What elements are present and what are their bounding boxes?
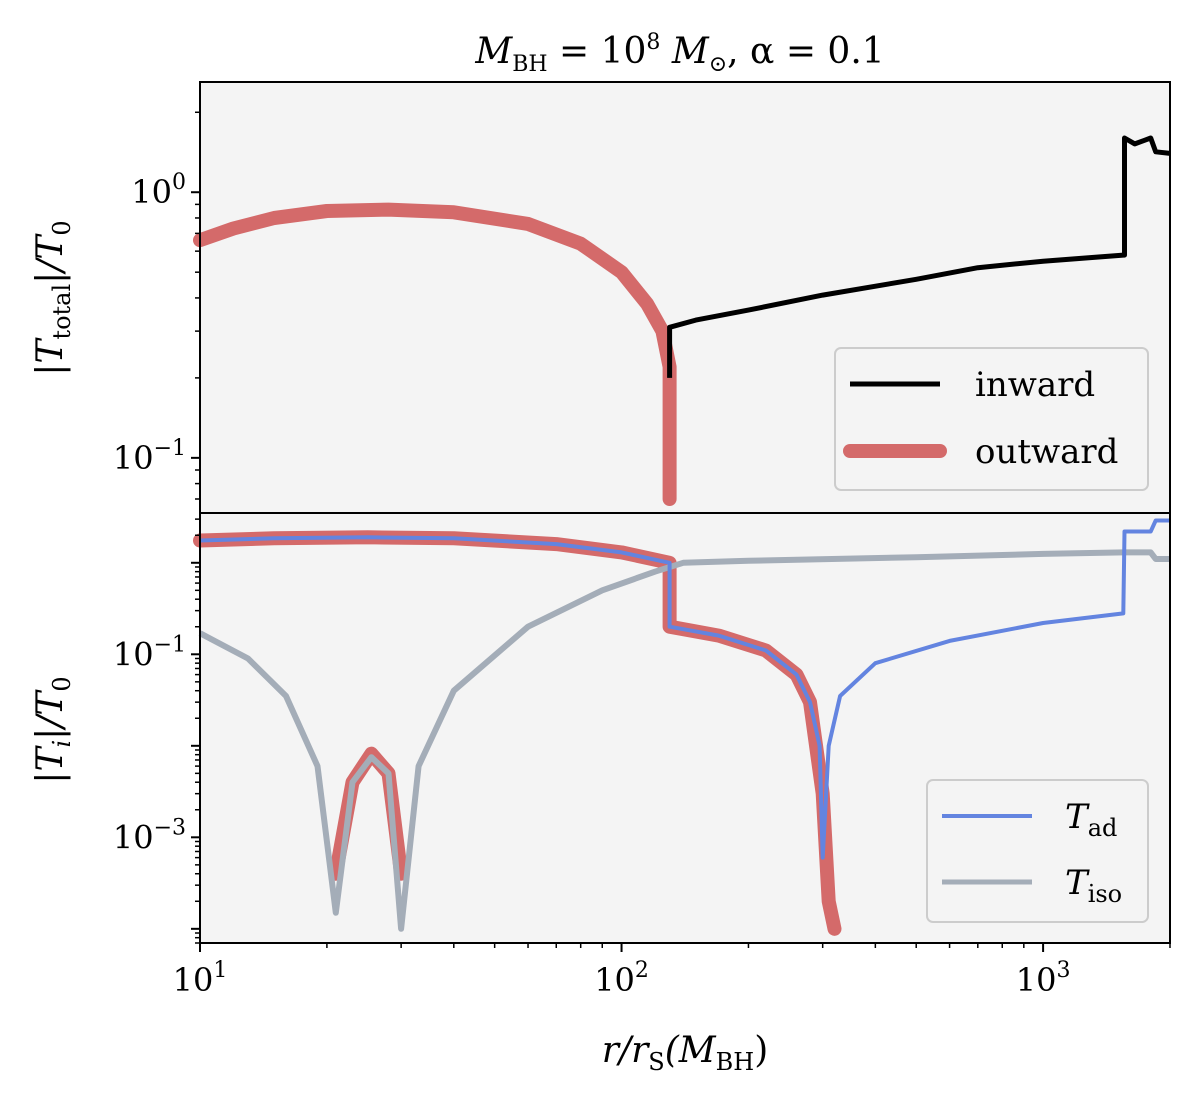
top-y-tick-label: 10−1 xyxy=(113,436,186,477)
chart-title: MBH = 108 M⊙, α = 0.1 xyxy=(474,30,884,77)
bottom-y-axis-label: |Ti|/T0 xyxy=(30,676,76,783)
top-y-ticks: 100 10−1 xyxy=(113,111,200,500)
bottom-x-tick-label: 102 xyxy=(594,958,649,999)
bottom-x-tick-label: 103 xyxy=(1016,958,1071,999)
top-series-inward xyxy=(667,135,1171,378)
legend-label-t-ad: Tad xyxy=(1065,797,1117,842)
top-panel: 100 10−1 |Ttotal|/T0 inward outward xyxy=(30,81,1171,522)
bottom-x-tick-label: 101 xyxy=(173,958,228,999)
top-series-group xyxy=(193,135,1171,506)
top-legend: inward outward xyxy=(834,347,1149,491)
bottom-plot-frame xyxy=(199,512,1171,944)
bottom-y-tick-label: 10−1 xyxy=(113,632,186,673)
bottom-x-ticks: 101 102 103 xyxy=(173,943,1171,999)
bottom-legend: Tad Tiso xyxy=(926,779,1149,923)
top-y-axis-label: |Ttotal|/T0 xyxy=(30,220,76,375)
legend-label-t-iso: Tiso xyxy=(1065,863,1122,908)
bottom-series-t-ad xyxy=(199,518,1170,860)
x-axis-label: r/rS(MBH) xyxy=(602,1030,769,1076)
bottom-panel: 10−1 10−3 101 102 103 |Ti|/T0 r/rS(MBH) Tad… xyxy=(30,512,1171,1076)
bottom-series-group xyxy=(193,518,1170,936)
bottom-y-ticks: 10−1 10−3 xyxy=(113,518,200,944)
top-series-outward xyxy=(193,202,677,506)
bottom-series-t-iso xyxy=(198,549,1170,932)
legend-label-outward: outward xyxy=(975,432,1118,472)
legend-label-inward: inward xyxy=(975,365,1095,405)
bottom-y-tick-label: 10−3 xyxy=(113,815,186,856)
top-y-tick-label: 100 xyxy=(131,170,186,211)
